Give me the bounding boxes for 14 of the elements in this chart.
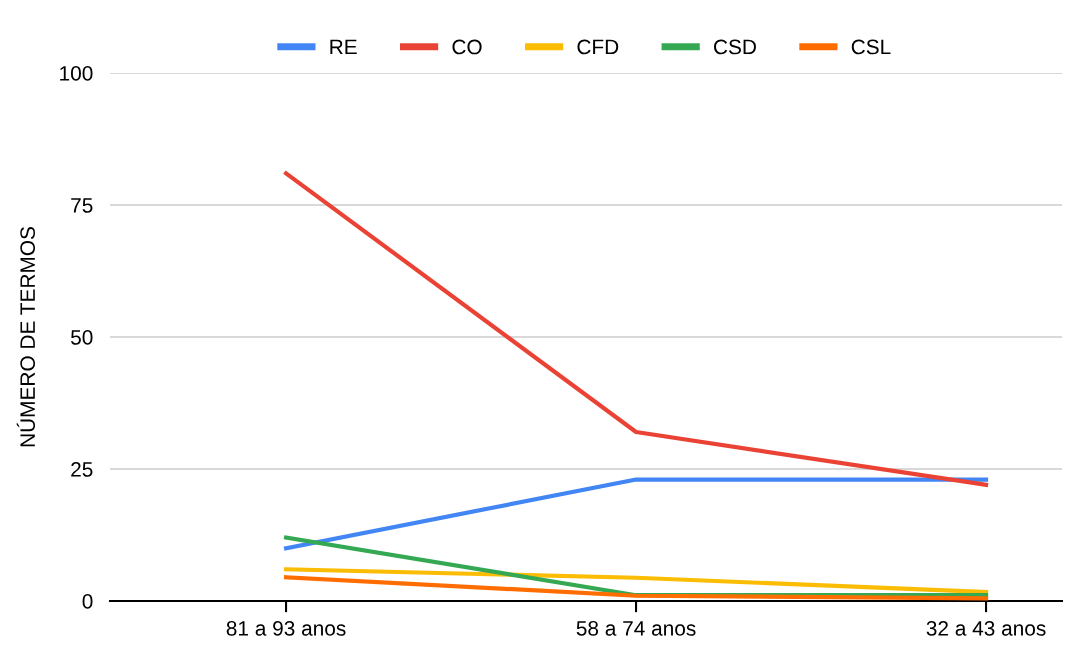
- legend-label: CSD: [714, 39, 756, 55]
- legend-label: CSL: [851, 39, 891, 55]
- legend-label: RE: [330, 39, 357, 55]
- y-tick-label: 75: [71, 198, 93, 213]
- y-tick-label: 50: [71, 330, 93, 345]
- y-tick-label: 100: [60, 66, 93, 81]
- y-axis-title: NÚMERO DE TERMOS: [16, 227, 36, 447]
- x-tick-label: 32 a 43 anos: [926, 620, 1046, 636]
- legend-label: CFD: [577, 39, 619, 55]
- legend-label: CO: [452, 39, 482, 55]
- x-tick-label: 58 a 74 anos: [576, 620, 696, 636]
- y-tick-label: 25: [71, 462, 93, 477]
- y-tick-label: 0: [82, 594, 93, 609]
- x-tick-label: 81 a 93 anos: [226, 620, 346, 636]
